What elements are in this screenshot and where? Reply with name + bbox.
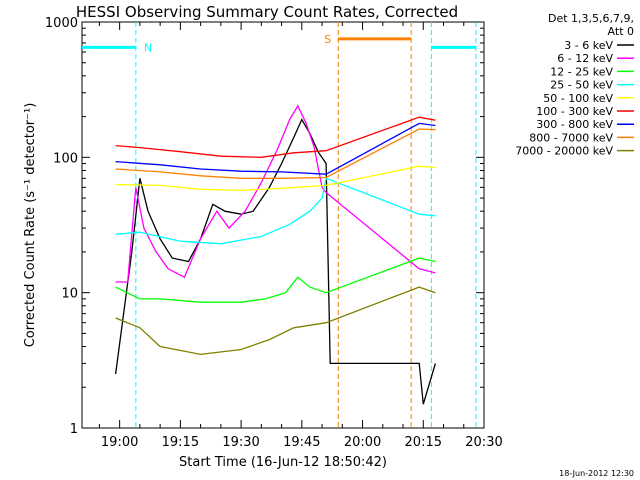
legend-label-12-25-kev: 12 - 25 keV — [550, 65, 613, 78]
x-axis-label: Start Time (16-Jun-12 18:50:42) — [179, 455, 387, 470]
legend-label-6-12-kev: 6 - 12 keV — [557, 52, 613, 65]
timestamp-footer: 18-Jun-2012 12:30 — [559, 469, 634, 478]
x-tick-label: 20:15 — [405, 435, 442, 450]
legend-header-line-attenuator: Att 0 — [608, 25, 634, 38]
series-lines — [114, 104, 437, 405]
y-tick-label: 10 — [61, 287, 78, 302]
x-tick-label: 19:30 — [222, 435, 259, 450]
legend-label-100-300-kev: 100 - 300 keV — [536, 105, 613, 118]
series-line-25-50-kev — [115, 177, 436, 245]
series-line-50-100-kev — [115, 165, 436, 192]
series-line-7000-20000-kev — [115, 286, 436, 356]
x-tick-label: 19:45 — [283, 435, 320, 450]
series-line-300-800-kev — [115, 122, 436, 175]
x-axis: 19:00 19:15 19:30 19:45 20:00 20:15 20:30 — [98, 22, 503, 450]
x-tick-label: 19:00 — [101, 435, 138, 450]
x-tick-label: 20:30 — [465, 435, 502, 450]
legend-label-7000-20000-kev: 7000 - 20000 keV — [515, 145, 613, 158]
series-line-12-25-kev — [115, 257, 436, 303]
annotation-label: S — [324, 33, 331, 46]
legend-label-3-6-kev: 3 - 6 keV — [564, 39, 613, 52]
annotation-label: N — [144, 41, 152, 54]
y-axis-label: Corrected Count Rate (s⁻¹ detector⁻¹) — [23, 103, 38, 348]
series-line-6-12-kev — [115, 104, 436, 283]
annotations: NS — [82, 22, 477, 428]
y-tick-label: 100 — [53, 151, 78, 166]
legend-header-line-detectors: Det 1,3,5,6,7,9, — [548, 12, 634, 25]
x-tick-label: 20:00 — [344, 435, 381, 450]
plot-area: NS — [82, 22, 477, 428]
legend-label-800-7000-kev: 800 - 7000 keV — [529, 131, 613, 144]
x-tick-label: 19:15 — [162, 435, 199, 450]
legend-label-300-800-kev: 300 - 800 keV — [536, 118, 613, 131]
series-line-800-7000-kev — [115, 128, 436, 179]
legend-label-25-50-kev: 25 - 50 keV — [550, 79, 613, 92]
legend-header: Det 1,3,5,6,7,9, Att 0 — [548, 12, 634, 38]
plot-frame — [81, 21, 485, 429]
chart-title: HESSI Observing Summary Count Rates, Cor… — [76, 3, 458, 21]
series-line-100-300-kev — [115, 116, 436, 158]
y-tick-label: 1 — [70, 422, 78, 437]
y-tick-label: 1000 — [45, 16, 78, 31]
y-axis: 1 10 100 1000 — [45, 16, 484, 437]
legend-label-50-100-kev: 50 - 100 keV — [543, 92, 613, 105]
series-line-3-6-kev — [114, 118, 437, 405]
